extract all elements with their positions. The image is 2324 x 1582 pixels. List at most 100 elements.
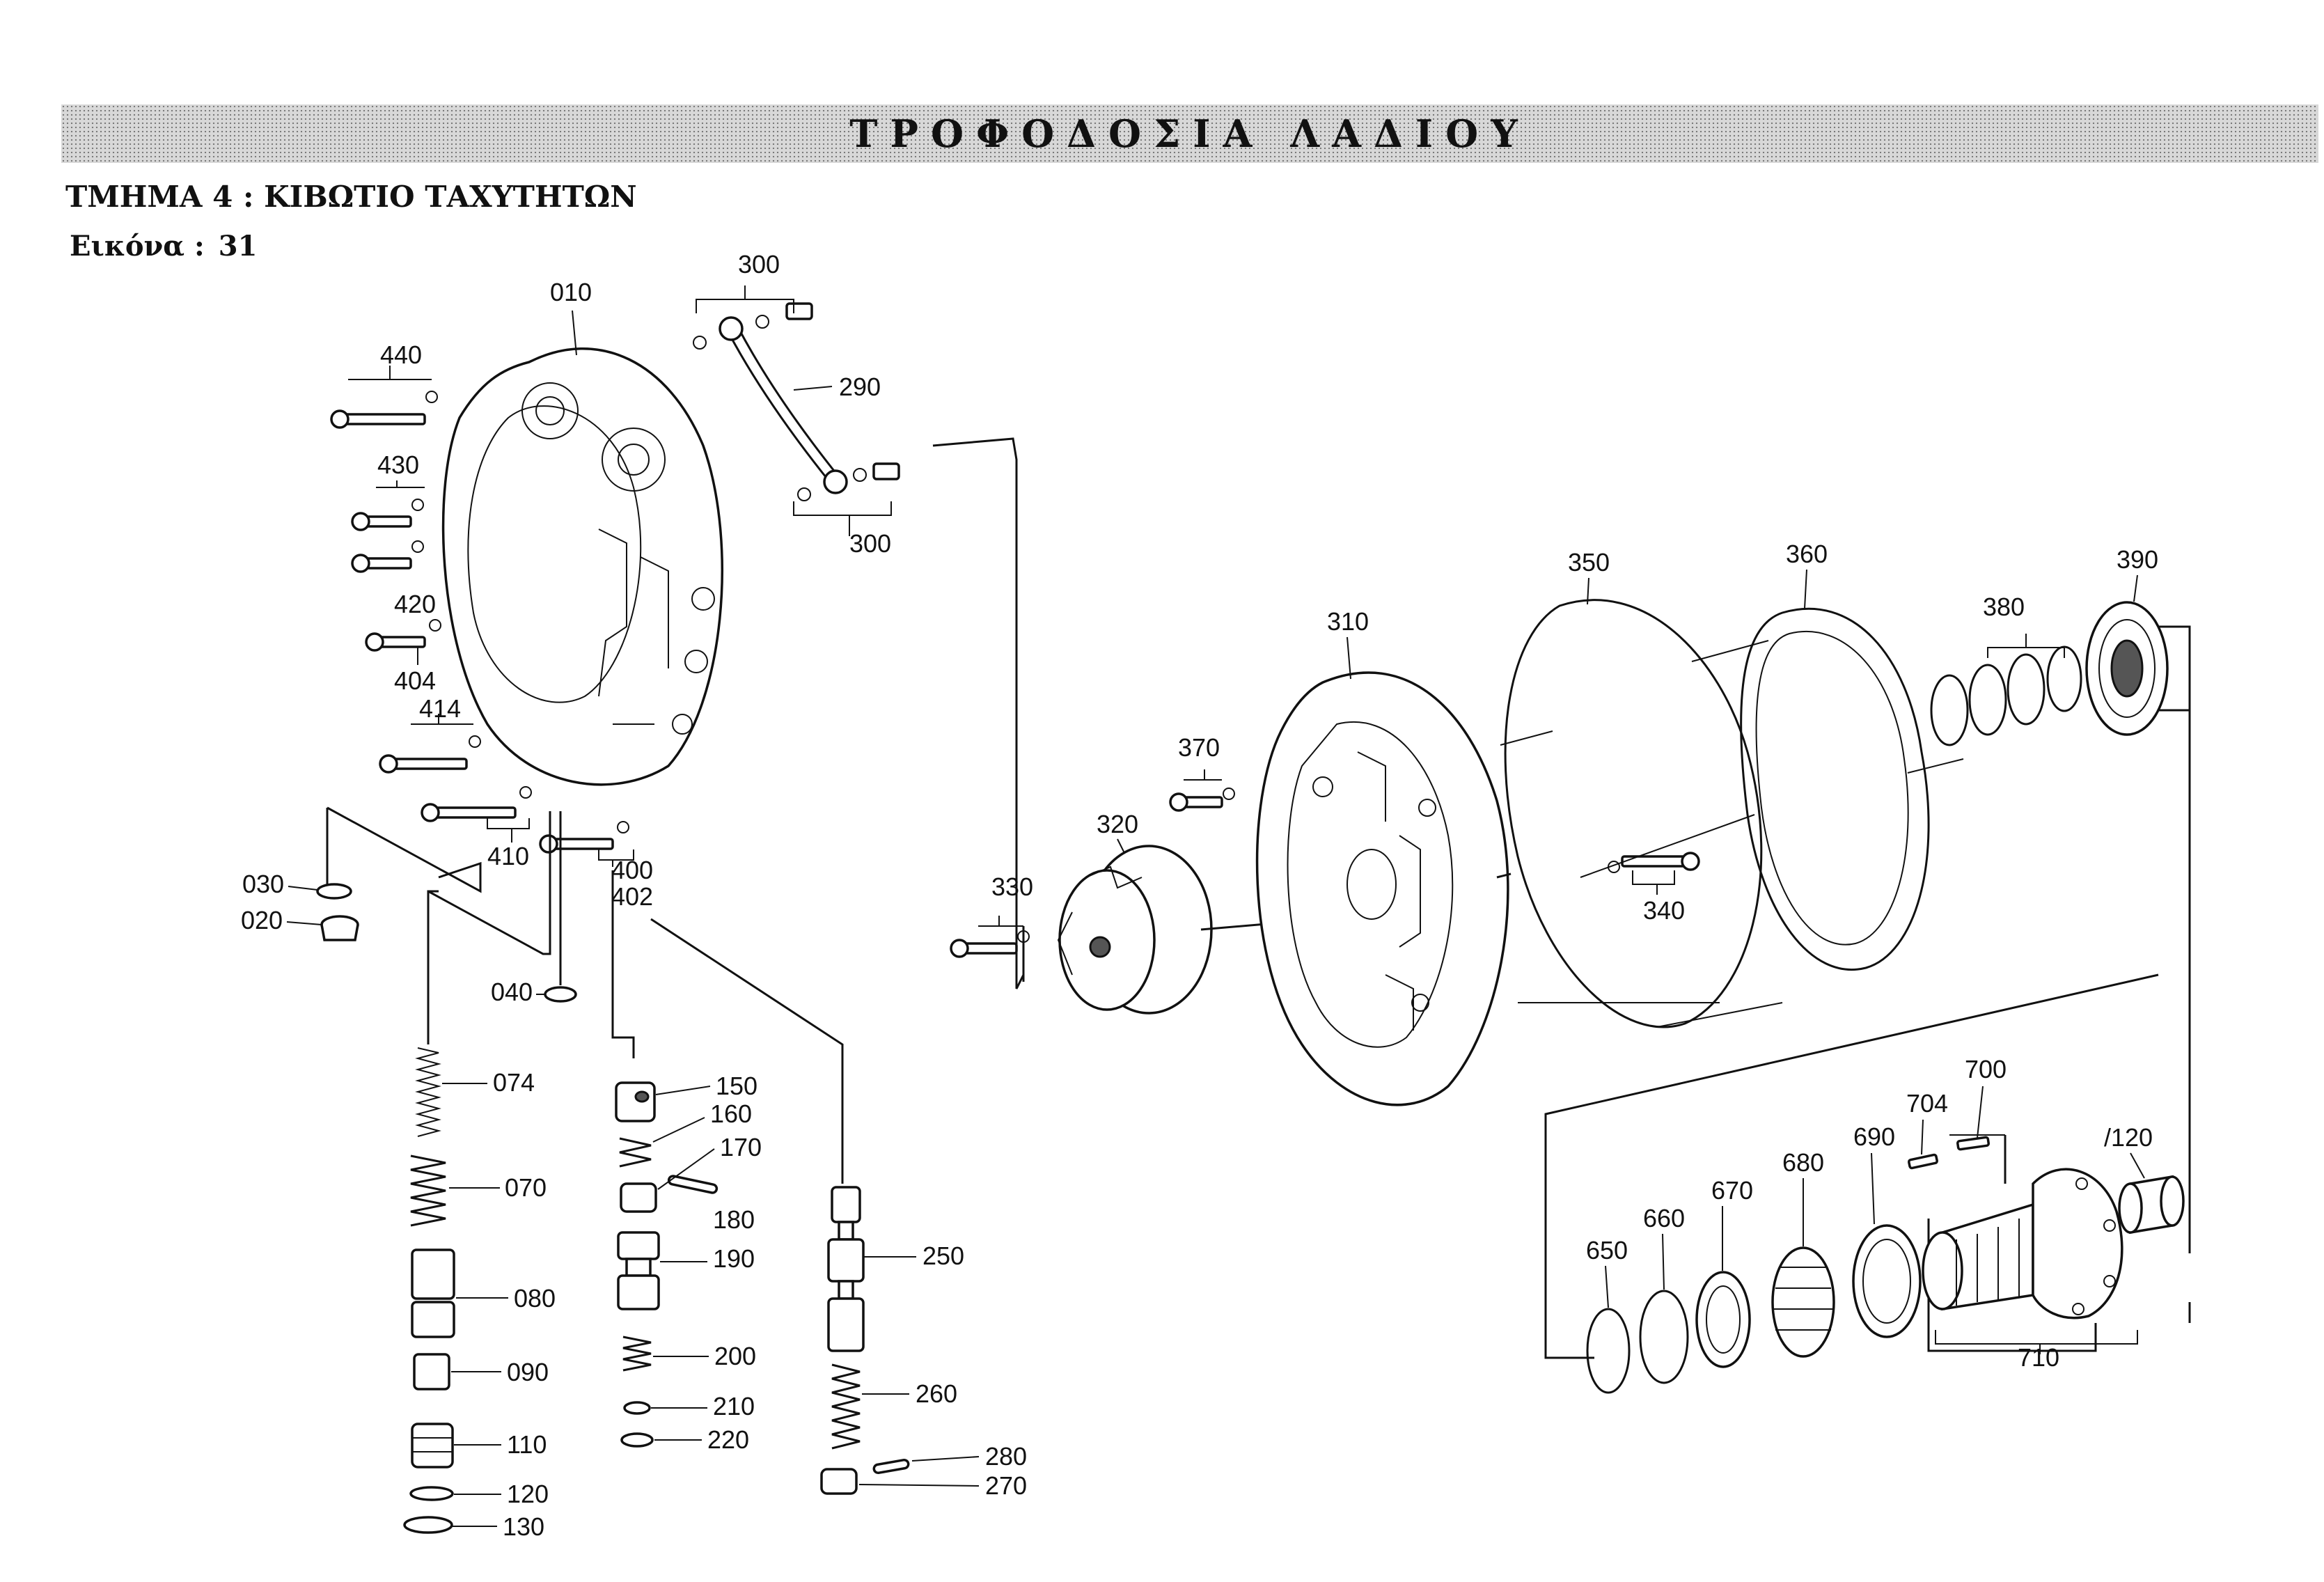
callout-220: 220: [707, 1425, 749, 1454]
callout-330: 330: [991, 872, 1033, 901]
callout-180: 180: [713, 1205, 755, 1234]
bolt-420-404: [365, 619, 441, 652]
callout-400: 400: [611, 856, 653, 884]
callout-270: 270: [985, 1471, 1027, 1500]
plug-270: [820, 1468, 858, 1495]
circlip-660: [1639, 1290, 1689, 1384]
oil-pipe-290: [693, 285, 900, 536]
ring-670: [1695, 1271, 1751, 1368]
bolt-410: [421, 786, 532, 843]
bolt-330: [950, 916, 1030, 958]
ring-040: [544, 986, 577, 1003]
callout-090: 090: [507, 1358, 549, 1386]
washer-120: [409, 1486, 454, 1501]
callout-370: 370: [1178, 733, 1220, 762]
plug-110: [411, 1423, 454, 1469]
callout-110: 110: [507, 1430, 547, 1459]
plate-360: [1740, 607, 1930, 971]
callout-300-top: 300: [738, 250, 780, 279]
callout-690: 690: [1853, 1122, 1895, 1151]
valve-250: [827, 1186, 865, 1352]
callout-290: 290: [839, 373, 881, 401]
spring-074: [415, 1047, 441, 1137]
callout-350: 350: [1568, 548, 1610, 577]
callout-120-right: /120: [2104, 1123, 2153, 1152]
callout-700: 700: [1965, 1055, 2007, 1083]
callout-420: 420: [394, 590, 436, 618]
callout-390: 390: [2117, 545, 2158, 574]
callout-660: 660: [1643, 1204, 1685, 1232]
washer-130: [403, 1516, 453, 1534]
pump-320: [1057, 845, 1213, 1015]
callout-340: 340: [1643, 896, 1685, 925]
banner-title: ΤΡΟΦΟΔΟΣΙΑ ΛΑΔΙΟΥ: [849, 111, 1530, 156]
rings-380: [1930, 634, 2082, 746]
callout-160: 160: [710, 1099, 752, 1128]
bolt-370: [1169, 769, 1235, 812]
callout-710: 710: [2018, 1343, 2059, 1372]
callout-410: 410: [487, 842, 529, 870]
key-704: [1907, 1153, 1939, 1170]
callout-310: 310: [1327, 607, 1369, 636]
leader-lines-left: [326, 806, 844, 1184]
bushing-120: [2118, 1175, 2185, 1235]
callout-070: 070: [505, 1173, 547, 1202]
callout-130: 130: [503, 1512, 544, 1541]
figure-caption: Εικόνα : 31: [70, 230, 271, 263]
pin-180: [667, 1175, 719, 1194]
leader-lines-right: [1544, 973, 2191, 1359]
ring-220: [620, 1432, 654, 1448]
sleeve-690: [1852, 1224, 1922, 1338]
title-banner: ΤΡΟΦΟΔΟΣΙΑ ΛΑΔΙΟΥ: [61, 104, 2318, 163]
roller-bearing-680: [1771, 1246, 1835, 1358]
bearing-390: [2085, 601, 2191, 1253]
leader-line-330: [932, 437, 1025, 989]
callout-260: 260: [916, 1379, 957, 1408]
figure-number: 31: [218, 230, 258, 263]
valve-housing-010: [441, 347, 723, 786]
callout-030: 030: [242, 870, 284, 898]
callout-010: 010: [550, 278, 592, 306]
output-shaft-710: [1922, 1168, 2123, 1319]
callout-280: 280: [985, 1442, 1027, 1471]
callout-430: 430: [377, 451, 419, 479]
callout-670: 670: [1711, 1176, 1753, 1205]
pin-280: [872, 1458, 910, 1475]
callout-300-bottom: 300: [849, 529, 891, 558]
callout-404: 404: [394, 666, 436, 695]
ring-210: [623, 1401, 651, 1415]
valve-150: [615, 1081, 656, 1122]
bolt-440: [330, 366, 438, 429]
callout-074: 074: [493, 1068, 535, 1097]
figure-label: Εικόνα :: [70, 230, 205, 263]
callout-020: 020: [241, 906, 283, 934]
callout-402: 402: [611, 882, 653, 911]
callout-380: 380: [1983, 593, 2025, 621]
gasket-350: [1504, 599, 1763, 1028]
callout-320: 320: [1097, 810, 1138, 838]
seal-030: [316, 883, 352, 900]
callout-200: 200: [714, 1342, 756, 1370]
sleeve-090: [413, 1353, 450, 1391]
callout-680: 680: [1782, 1148, 1824, 1177]
callout-210: 210: [713, 1392, 755, 1420]
callout-170: 170: [720, 1133, 762, 1161]
callout-650: 650: [1586, 1236, 1628, 1264]
spring-160: [619, 1137, 652, 1168]
key-700: [1956, 1136, 1990, 1151]
valve-190: [617, 1231, 660, 1310]
bolt-430: [351, 480, 425, 573]
callout-440: 440: [380, 340, 422, 369]
callout-040: 040: [491, 978, 533, 1006]
callout-414: 414: [419, 694, 461, 723]
callout-704: 704: [1906, 1089, 1948, 1118]
bolt-414: [379, 714, 481, 774]
callout-150: 150: [716, 1072, 757, 1100]
callout-250: 250: [922, 1242, 964, 1270]
plug-020: [320, 915, 359, 941]
spring-070: [410, 1154, 446, 1227]
bolt-340: [1608, 852, 1700, 895]
section-title: ΤΜΗΜΑ 4 : ΚΙΒΩΤΙΟ ΤΑΧΥΤΗΤΩΝ: [65, 180, 637, 214]
circlip-650: [1586, 1308, 1631, 1394]
